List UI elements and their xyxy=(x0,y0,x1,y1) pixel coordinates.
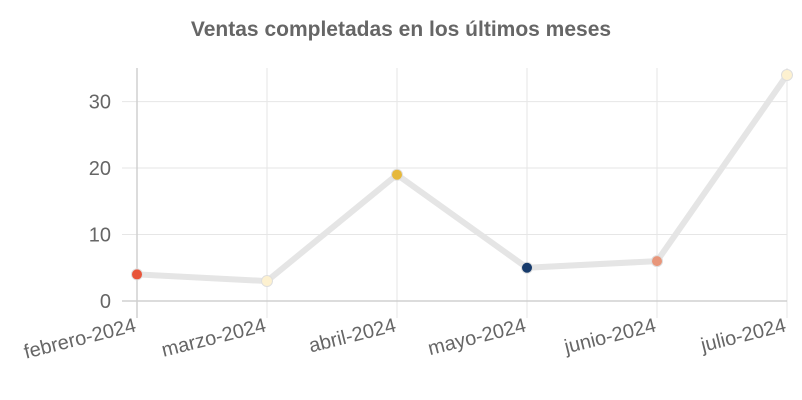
series-layer xyxy=(131,69,793,288)
data-point xyxy=(131,268,143,281)
x-tick-label: abril-2024 xyxy=(307,315,399,358)
y-tick-label: 30 xyxy=(89,92,111,114)
y-tick-label: 10 xyxy=(89,225,111,247)
series-line xyxy=(134,72,790,285)
x-tick-label: marzo-2024 xyxy=(159,315,268,362)
y-tick-labels: 0 10 20 30 xyxy=(89,92,111,313)
y-tick-label: 20 xyxy=(89,158,111,180)
x-tick-label: febrero-2024 xyxy=(22,315,138,364)
chart-title: Ventas completadas en los últimos meses xyxy=(190,18,612,41)
x-tick-labels: febrero-2024 marzo-2024 abril-2024 mayo-202… xyxy=(22,315,788,364)
x-tick-label: mayo-2024 xyxy=(426,315,528,361)
data-point xyxy=(521,261,533,274)
x-tick-label: junio-2024 xyxy=(561,315,658,359)
data-point xyxy=(391,168,403,181)
y-tick-label: 0 xyxy=(100,291,111,313)
x-tick-label: julio-2024 xyxy=(698,315,788,358)
data-point xyxy=(651,255,663,268)
data-point xyxy=(261,275,273,288)
data-point xyxy=(781,69,793,81)
